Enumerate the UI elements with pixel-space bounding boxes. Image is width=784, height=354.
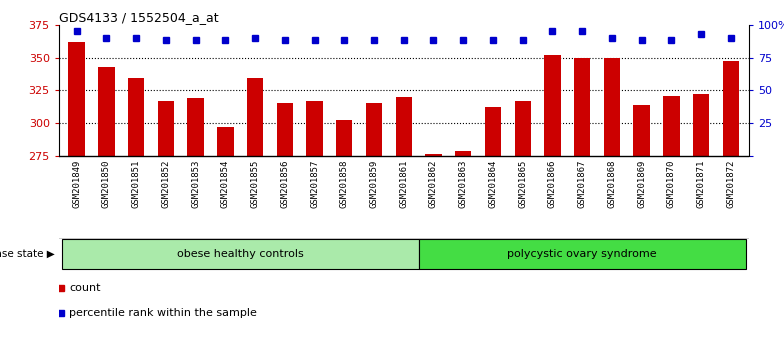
Text: GSM201859: GSM201859: [369, 160, 379, 208]
Text: GSM201861: GSM201861: [399, 160, 408, 208]
Bar: [663, 96, 680, 156]
Text: GSM201856: GSM201856: [281, 160, 289, 208]
Bar: [158, 101, 174, 156]
Text: GDS4133 / 1552504_a_at: GDS4133 / 1552504_a_at: [59, 11, 219, 24]
Text: GSM201853: GSM201853: [191, 160, 200, 208]
Text: count: count: [69, 282, 100, 293]
Bar: [366, 103, 382, 156]
Bar: [187, 98, 204, 156]
Text: GSM201865: GSM201865: [518, 160, 527, 208]
Text: GSM201867: GSM201867: [578, 160, 586, 208]
Text: GSM201850: GSM201850: [102, 160, 111, 208]
Bar: [633, 105, 650, 156]
Bar: [425, 154, 441, 156]
Bar: [693, 94, 710, 156]
Text: GSM201863: GSM201863: [459, 160, 468, 208]
Text: GSM201866: GSM201866: [548, 160, 557, 208]
Bar: [217, 127, 234, 156]
Text: obese healthy controls: obese healthy controls: [177, 249, 303, 259]
Text: polycystic ovary syndrome: polycystic ovary syndrome: [507, 249, 657, 259]
Bar: [485, 107, 501, 156]
Bar: [247, 79, 263, 156]
Text: GSM201862: GSM201862: [429, 160, 438, 208]
Bar: [396, 97, 412, 156]
Bar: [277, 103, 293, 156]
Text: GSM201871: GSM201871: [697, 160, 706, 208]
Bar: [307, 101, 323, 156]
Bar: [604, 57, 620, 156]
Text: GSM201857: GSM201857: [310, 160, 319, 208]
Bar: [514, 101, 531, 156]
Bar: [336, 120, 353, 156]
Bar: [574, 57, 590, 156]
Bar: [68, 42, 85, 156]
Bar: [98, 67, 114, 156]
Text: GSM201854: GSM201854: [221, 160, 230, 208]
Text: GSM201849: GSM201849: [72, 160, 81, 208]
Text: GSM201864: GSM201864: [488, 160, 498, 208]
Bar: [544, 55, 561, 156]
Text: GSM201851: GSM201851: [132, 160, 140, 208]
Bar: [419, 239, 746, 269]
Bar: [723, 62, 739, 156]
Text: GSM201870: GSM201870: [667, 160, 676, 208]
Text: GSM201852: GSM201852: [162, 160, 170, 208]
Text: percentile rank within the sample: percentile rank within the sample: [69, 308, 257, 318]
Text: disease state ▶: disease state ▶: [0, 249, 55, 259]
Text: GSM201858: GSM201858: [339, 160, 349, 208]
Text: GSM201868: GSM201868: [608, 160, 616, 208]
Text: GSM201855: GSM201855: [251, 160, 260, 208]
Bar: [128, 79, 144, 156]
Bar: [62, 239, 419, 269]
Bar: [455, 150, 471, 156]
Text: GSM201872: GSM201872: [727, 160, 735, 208]
Text: GSM201869: GSM201869: [637, 160, 646, 208]
